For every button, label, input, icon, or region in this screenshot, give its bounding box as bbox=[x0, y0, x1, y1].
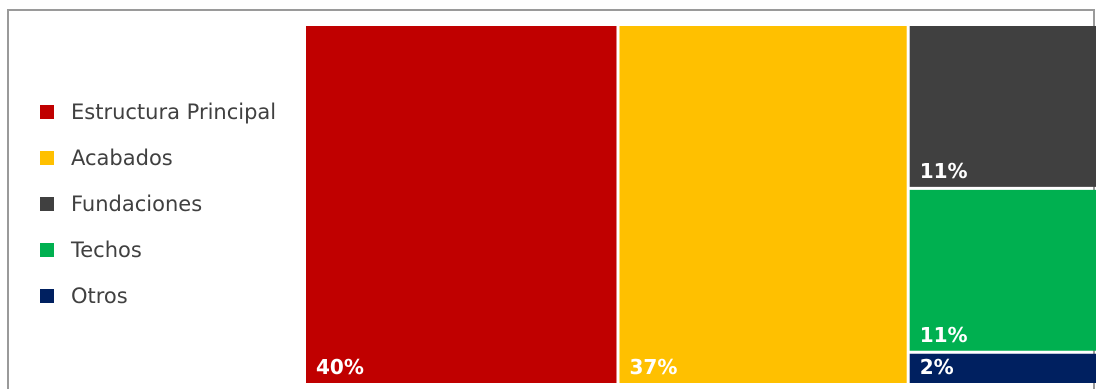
legend-item-estructura-principal: Estructura Principal bbox=[40, 89, 276, 135]
legend-label-fundaciones: Fundaciones bbox=[71, 192, 203, 216]
treemap-tile-fundaciones bbox=[909, 26, 1096, 187]
legend-label-estructura-principal: Estructura Principal bbox=[71, 100, 277, 124]
legend-item-techos: Techos bbox=[40, 227, 276, 273]
legend-item-fundaciones: Fundaciones bbox=[40, 181, 276, 227]
legend-swatch-otros bbox=[40, 289, 54, 303]
legend-label-otros: Otros bbox=[71, 284, 128, 308]
treemap-label-acabados: 37% bbox=[629, 355, 677, 379]
legend-item-acabados: Acabados bbox=[40, 135, 276, 181]
treemap-tile-techos bbox=[909, 189, 1096, 351]
legend-label-techos: Techos bbox=[71, 238, 142, 262]
legend-swatch-acabados bbox=[40, 151, 54, 165]
treemap-label-otros: 2% bbox=[920, 355, 954, 379]
legend-label-acabados: Acabados bbox=[71, 146, 173, 170]
legend-item-otros: Otros bbox=[40, 273, 276, 319]
treemap-label-fundaciones: 11% bbox=[920, 159, 968, 183]
chart-legend: Estructura Principal Acabados Fundacione… bbox=[40, 89, 276, 319]
legend-swatch-fundaciones bbox=[40, 197, 54, 211]
treemap-label-techos: 11% bbox=[920, 323, 968, 347]
legend-swatch-estructura-principal bbox=[40, 105, 54, 119]
treemap-tile-otros bbox=[909, 353, 1096, 383]
treemap-label-estructura-principal: 40% bbox=[316, 355, 364, 379]
treemap-tile-acabados bbox=[619, 26, 907, 383]
legend-swatch-techos bbox=[40, 243, 54, 257]
treemap-tile-estructura-principal bbox=[306, 26, 617, 383]
